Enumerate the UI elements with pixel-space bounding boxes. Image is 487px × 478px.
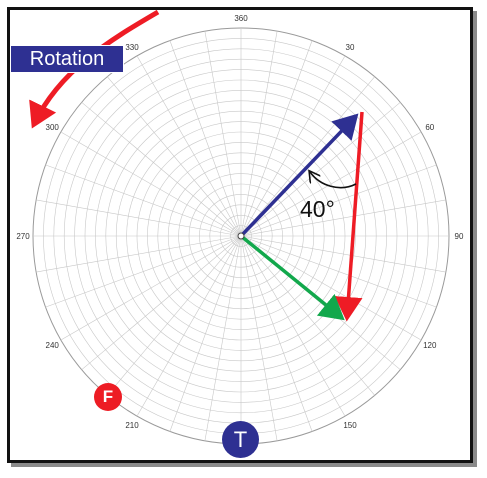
grid-spoke xyxy=(240,235,375,396)
grid-spoke xyxy=(240,40,313,237)
angle-tick-label: 270 xyxy=(16,232,30,241)
grid-spoke xyxy=(45,164,242,237)
grid-spoke xyxy=(107,235,242,396)
rotation-label: Rotation xyxy=(10,45,124,73)
grid-spoke xyxy=(240,164,437,237)
grid-spoke xyxy=(240,102,401,237)
blue-vector xyxy=(239,113,359,238)
grid-spoke xyxy=(169,40,242,237)
grid-spoke xyxy=(240,235,422,341)
grid-spoke xyxy=(240,235,278,441)
angle-tick-label: 90 xyxy=(455,232,464,241)
grid-spoke xyxy=(240,199,446,237)
angle-tick-label: 360 xyxy=(234,14,248,23)
angle-label: 40° xyxy=(300,196,335,222)
angle-tick-label: 120 xyxy=(423,341,437,350)
grid-spoke xyxy=(136,235,242,417)
t-badge: T xyxy=(222,421,259,458)
grid-spoke xyxy=(240,55,346,237)
angle-tick-label: 60 xyxy=(425,123,434,132)
grid-spoke xyxy=(204,31,242,237)
grid-spoke xyxy=(240,31,278,237)
angle-tick-label: 30 xyxy=(346,43,355,52)
angle-tick-label: 150 xyxy=(343,421,357,430)
grid-spoke xyxy=(60,235,242,341)
grid-spoke xyxy=(240,235,313,432)
grid-spoke xyxy=(136,55,242,237)
green-vector xyxy=(239,234,345,321)
grid-spoke xyxy=(240,131,422,237)
grid-spoke xyxy=(45,235,242,308)
center-point xyxy=(237,232,245,240)
grid-spoke xyxy=(240,235,346,417)
angle-tick-label: 330 xyxy=(125,43,139,52)
grid-spoke xyxy=(204,235,242,441)
f-badge: F xyxy=(94,383,122,411)
grid-spoke xyxy=(36,235,242,273)
grid-spoke xyxy=(240,235,446,273)
grid-spoke xyxy=(169,235,242,432)
grid-spoke xyxy=(107,76,242,237)
angle-tick-label: 240 xyxy=(46,341,60,350)
grid-spoke xyxy=(240,235,437,308)
grid-spoke xyxy=(60,131,242,237)
polar-angle-labels: 360 30 60 90 120 150 210 240 270 300 330 xyxy=(16,14,464,430)
red-vector xyxy=(334,111,364,322)
angle-tick-label: 300 xyxy=(46,123,60,132)
grid-spoke xyxy=(81,235,242,370)
angle-arc xyxy=(310,172,357,189)
grid-spoke xyxy=(81,102,242,237)
angle-tick-label: 210 xyxy=(125,421,139,430)
grid-spoke xyxy=(36,199,242,237)
grid-spoke xyxy=(240,76,375,237)
polar-grid xyxy=(32,27,450,445)
